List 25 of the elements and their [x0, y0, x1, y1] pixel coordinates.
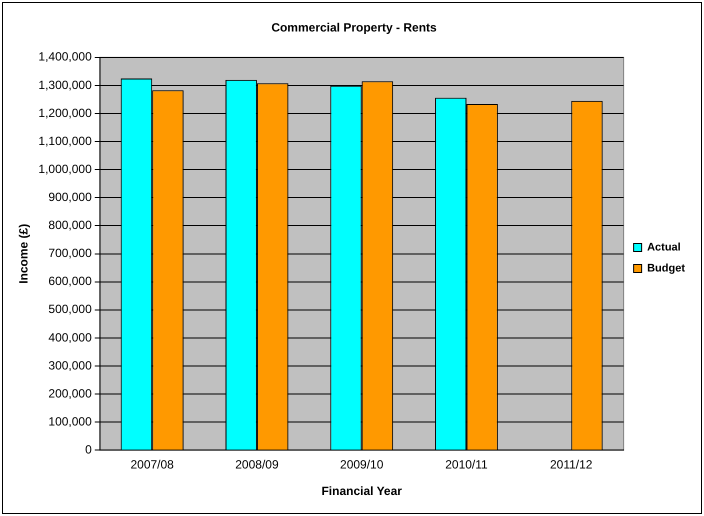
x-tick-label: 2011/12 — [550, 458, 593, 472]
y-tick-label: 600,000 — [48, 274, 92, 288]
x-tick-label: 2008/09 — [235, 458, 279, 472]
y-tick-label: 1,000,000 — [38, 162, 92, 176]
y-tick-label: 1,400,000 — [38, 50, 92, 64]
y-tick-label: 1,300,000 — [38, 78, 92, 92]
legend-label: Actual — [647, 242, 681, 254]
y-tick-label: 0 — [85, 442, 92, 457]
y-axis-title: Income (£) — [16, 224, 31, 284]
x-tick-label: 2007/08 — [130, 458, 174, 472]
x-tick-label: 2010/11 — [445, 458, 488, 472]
x-tick-label: 2009/10 — [340, 458, 384, 472]
y-tick-label: 200,000 — [48, 386, 92, 400]
y-tick-label: 1,100,000 — [38, 134, 92, 148]
y-tick-label: 400,000 — [48, 330, 92, 344]
y-tick-label: 100,000 — [48, 414, 92, 428]
y-tick-label: 500,000 — [48, 302, 92, 316]
legend-label: Budget — [647, 262, 686, 275]
y-tick-label: 300,000 — [48, 358, 92, 372]
x-axis-title: Financial Year — [321, 484, 402, 498]
y-tick-label: 1,200,000 — [38, 106, 92, 120]
y-tick-label: 900,000 — [48, 190, 92, 204]
y-tick-label: 700,000 — [48, 246, 92, 260]
chart-title: Commercial Property - Rents — [271, 20, 438, 35]
y-tick-label: 800,000 — [48, 218, 92, 232]
